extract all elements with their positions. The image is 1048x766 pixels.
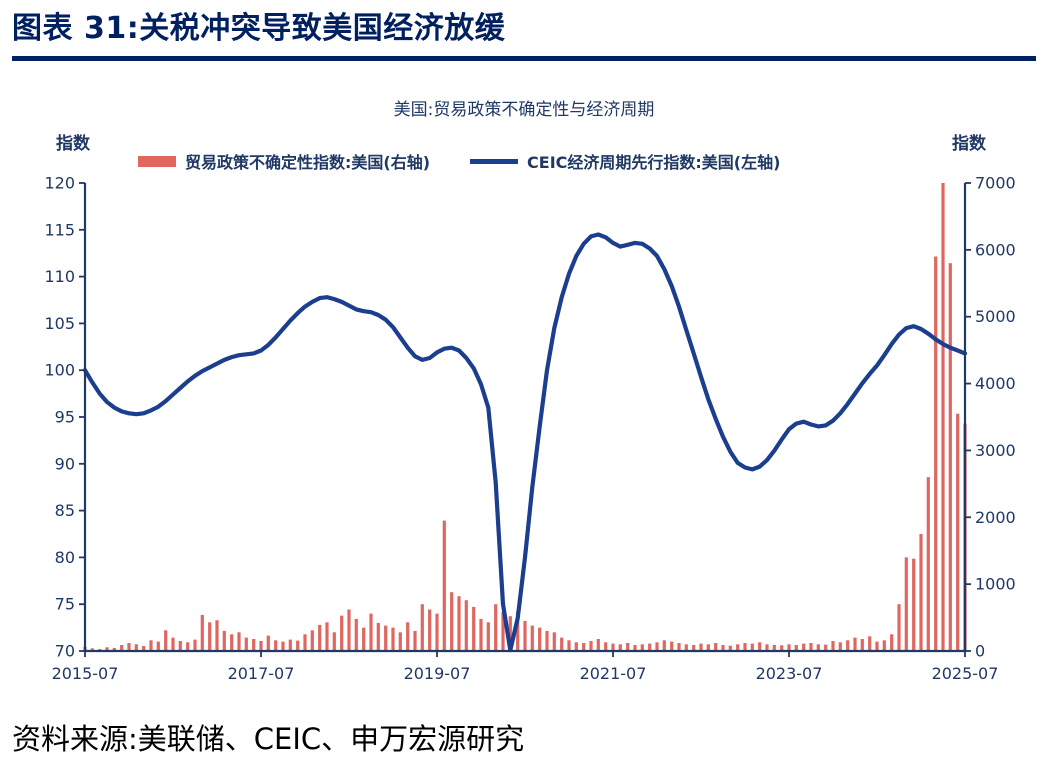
svg-text:7000: 7000 — [975, 174, 1016, 193]
svg-text:100: 100 — [44, 361, 75, 380]
svg-text:2021-07: 2021-07 — [580, 664, 647, 683]
svg-text:95: 95 — [55, 408, 75, 427]
svg-text:2000: 2000 — [975, 508, 1016, 527]
combo-chart: 70 75 80 85 90 95 100 105 110 115 120 0 1000 2000 3000… — [44, 174, 1015, 684]
chart-legend: 贸易政策不确定性指数:美国(右轴) CEIC经济周期先行指数:美国(左轴) — [138, 149, 780, 173]
svg-text:4000: 4000 — [975, 374, 1016, 393]
svg-text:3000: 3000 — [975, 441, 1016, 460]
svg-text:70: 70 — [55, 642, 75, 661]
svg-text:75: 75 — [55, 595, 75, 614]
chart-area: 美国:贸易政策不确定性与经济周期 指数 指数 贸易政策不确定性指数:美国(右轴)… — [0, 61, 1048, 711]
svg-text:115: 115 — [44, 220, 75, 239]
svg-text:105: 105 — [44, 314, 75, 333]
legend-item-tpu: 贸易政策不确定性指数:美国(右轴) — [138, 149, 430, 173]
svg-text:2023-07: 2023-07 — [756, 664, 823, 683]
legend-item-ceic: CEIC经济周期先行指数:美国(左轴) — [470, 149, 780, 173]
svg-text:120: 120 — [44, 174, 75, 193]
legend-bar-label: 贸易政策不确定性指数:美国(右轴) — [185, 153, 431, 172]
page-title: 图表 31:关税冲突导致美国经济放缓 — [12, 11, 506, 46]
legend-line-swatch — [470, 158, 519, 164]
plot-title: 美国:贸易政策不确定性与经济周期 — [393, 100, 655, 120]
right-axis-unit-label: 指数 — [952, 134, 986, 154]
legend-bar-swatch — [138, 155, 176, 167]
line-series — [82, 232, 968, 653]
svg-text:2019-07: 2019-07 — [404, 664, 471, 683]
svg-text:0: 0 — [975, 642, 985, 661]
svg-text:90: 90 — [55, 454, 75, 473]
tick-marks — [79, 182, 971, 657]
svg-text:110: 110 — [44, 267, 75, 286]
bars-series — [83, 183, 967, 651]
title-underline — [12, 56, 1036, 61]
axis-labels: 70 75 80 85 90 95 100 105 110 115 120 0 1000 2000 3000… — [44, 174, 1015, 684]
svg-text:85: 85 — [55, 501, 75, 520]
axes — [83, 183, 967, 653]
svg-text:1000: 1000 — [975, 575, 1016, 594]
left-axis-unit-label: 指数 — [56, 134, 90, 154]
svg-text:5000: 5000 — [975, 307, 1016, 326]
svg-text:6000: 6000 — [975, 240, 1016, 259]
legend-line-label: CEIC经济周期先行指数:美国(左轴) — [527, 153, 781, 172]
svg-text:2015-07: 2015-07 — [52, 664, 119, 683]
source-note: 资料来源:美联储、CEIC、申万宏源研究 — [12, 722, 525, 756]
svg-text:80: 80 — [55, 548, 75, 567]
svg-text:2017-07: 2017-07 — [228, 664, 295, 683]
report-header: 图表 31:关税冲突导致美国经济放缓 — [0, 0, 1048, 61]
svg-text:2025-07: 2025-07 — [932, 664, 999, 683]
